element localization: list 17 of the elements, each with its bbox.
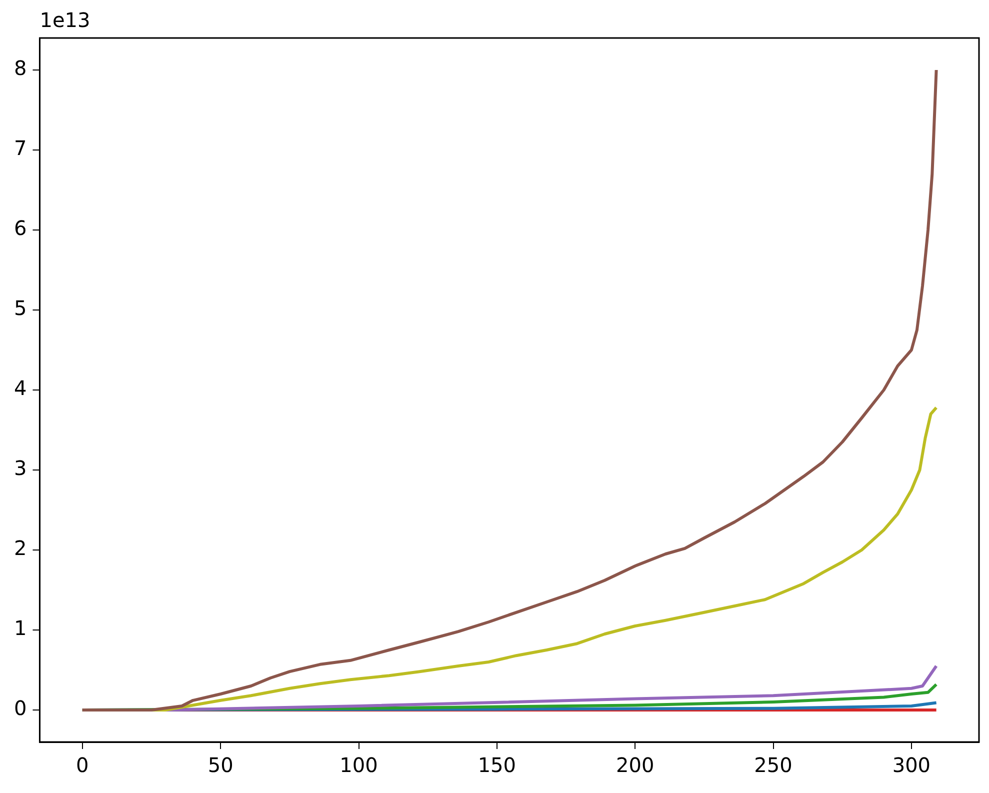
x-tick-label: 0 [76, 753, 89, 778]
x-tick-label: 200 [616, 753, 654, 778]
y-tick-label: 5 [14, 296, 27, 320]
x-tick-label: 150 [478, 753, 516, 778]
y-tick-label: 8 [14, 56, 27, 80]
y-tick-label: 2 [14, 536, 27, 560]
x-tick-label: 250 [754, 753, 792, 778]
text: 1e13 [40, 8, 90, 32]
x-tick-label: 50 [208, 753, 234, 778]
y-tick-label: 6 [14, 216, 27, 240]
y-tick-label: 3 [14, 456, 27, 480]
x-tick-label: 100 [340, 753, 378, 778]
y-tick-label: 1 [14, 616, 27, 640]
y-tick-label: 7 [14, 136, 27, 160]
y-tick-label: 0 [14, 696, 27, 720]
y-tick-label: 4 [14, 376, 27, 400]
x-tick-label: 300 [892, 753, 931, 778]
